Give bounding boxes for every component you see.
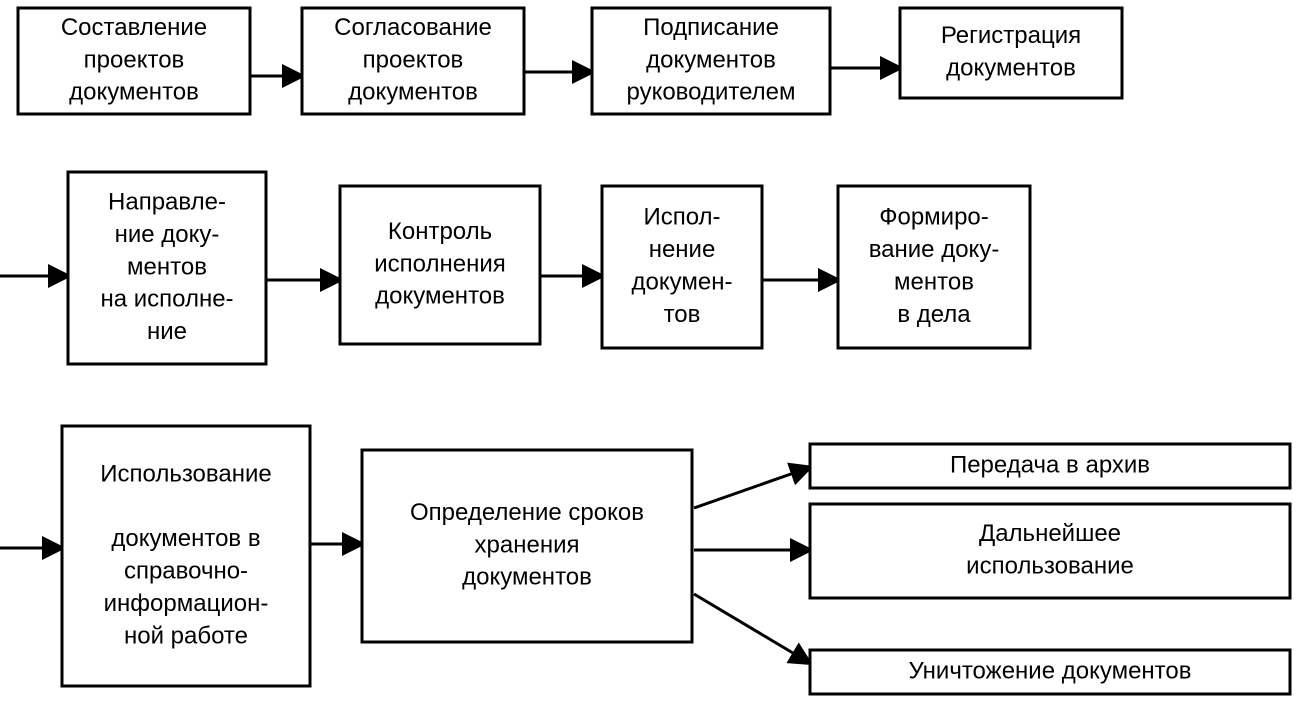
node-label: Согласование — [334, 14, 492, 41]
node-label: Использование — [100, 460, 272, 487]
node-label: ние доку- — [115, 221, 220, 248]
node-label: проектов — [363, 46, 464, 73]
flow-node-n3: Подписание документов руководителем — [592, 8, 830, 114]
node-label: документов — [646, 46, 776, 73]
node-label: Контроль — [388, 218, 492, 245]
node-label: исполнения — [374, 250, 505, 277]
node-label: использование — [966, 553, 1134, 580]
nodes-layer: СоставлениепроектовдокументовСогласовани… — [18, 8, 1290, 694]
flowchart-canvas: СоставлениепроектовдокументовСогласовани… — [0, 0, 1310, 710]
flow-node-n8: Формиро-вание доку-ментов в дела — [838, 186, 1030, 348]
flow-node-n2: Согласование проектов документов — [302, 8, 524, 114]
node-label: документов — [946, 55, 1076, 82]
node-label: проектов — [84, 46, 185, 73]
flow-node-n13: Уничтожение документов — [810, 650, 1290, 694]
node-label: руководителем — [626, 79, 795, 106]
flow-node-n6: Контроль исполнения документов — [340, 186, 540, 344]
node-label: документов — [348, 79, 478, 106]
node-label: Передача в архив — [950, 451, 1150, 478]
node-label: в дела — [897, 301, 971, 328]
flow-arrow — [694, 594, 808, 662]
node-label: хранения — [475, 531, 580, 558]
flow-node-n12: Дальнейшее использование — [810, 504, 1290, 598]
node-label: информацион- — [104, 590, 269, 617]
node-label: ние — [147, 318, 187, 345]
node-label: ментов — [127, 253, 207, 280]
node-label: Подписание — [643, 14, 779, 41]
flow-node-n1: Составление проектов документов — [18, 8, 250, 114]
node-label: документов — [462, 564, 592, 591]
node-label: на исполне- — [100, 286, 233, 313]
node-label: документов — [375, 283, 505, 310]
node-label: Уничтожение документов — [909, 657, 1192, 684]
node-box — [810, 504, 1290, 598]
flow-node-n9: Использование документов в справочно-инфор… — [62, 426, 310, 686]
node-label: документов — [69, 79, 199, 106]
flow-node-n11: Передача в архив — [810, 444, 1290, 488]
node-label: Определение сроков — [410, 499, 644, 526]
flow-node-n4: Регистрация документов — [900, 8, 1122, 98]
flow-node-n10: Определение сроков хранения документов — [362, 450, 692, 642]
node-label: докумен- — [632, 269, 733, 296]
node-label: Формиро- — [879, 204, 989, 231]
node-label: Направле- — [108, 189, 226, 216]
flow-arrow — [694, 468, 808, 508]
node-label: тов — [664, 301, 701, 328]
node-label: Дальнейшее — [979, 520, 1121, 547]
node-label: Составление — [61, 14, 207, 41]
flow-node-n5: Направле-ние доку-ментов на исполне-ние — [68, 172, 266, 364]
node-label: ной работе — [124, 622, 248, 649]
node-label: Регистрация — [941, 22, 1081, 49]
node-label: ментов — [894, 269, 974, 296]
node-label: документов в — [111, 525, 260, 552]
node-label: справочно- — [124, 558, 248, 585]
flow-node-n7: Испол-нение докумен-тов — [602, 186, 762, 348]
node-label: вание доку- — [869, 236, 1000, 263]
node-label: Испол- — [643, 204, 720, 231]
node-label: нение — [649, 236, 716, 263]
